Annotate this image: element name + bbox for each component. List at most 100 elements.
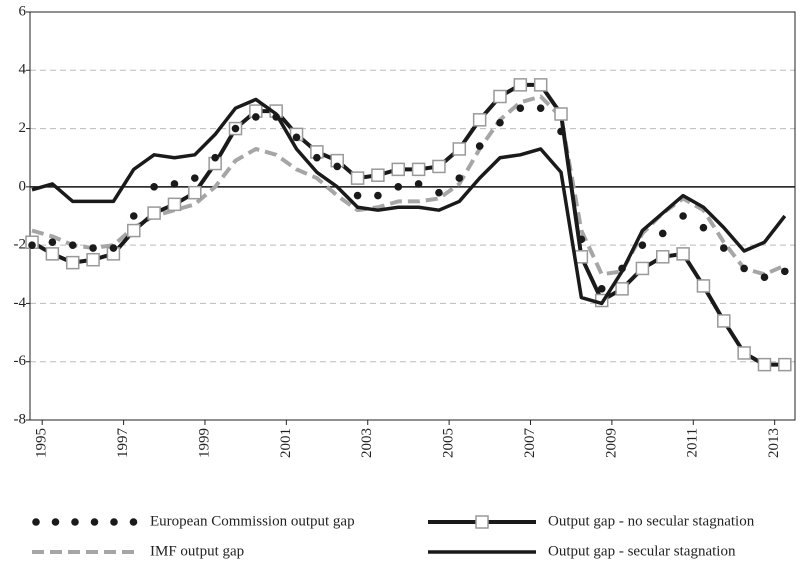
legend-item: Output gap - no secular stagnation xyxy=(428,513,755,529)
point xyxy=(391,162,406,177)
point xyxy=(696,279,711,293)
point xyxy=(350,171,365,185)
x-tick-label: 1997 xyxy=(115,428,131,459)
point xyxy=(45,247,60,261)
point xyxy=(676,247,690,261)
point xyxy=(455,174,464,182)
point xyxy=(719,244,728,252)
point xyxy=(167,197,182,212)
point xyxy=(68,241,77,249)
legend-label: IMF output gap xyxy=(150,543,244,559)
legend-item: Output gap - secular stagnation xyxy=(428,543,736,559)
point xyxy=(147,206,161,220)
point xyxy=(493,89,507,104)
y-tick-label: 0 xyxy=(19,178,27,194)
y-tick-label: -2 xyxy=(14,237,27,253)
point xyxy=(737,346,751,360)
y-tick-label: 4 xyxy=(19,62,27,78)
point xyxy=(86,252,100,267)
point xyxy=(188,185,202,200)
point xyxy=(635,261,650,276)
legend-swatch xyxy=(32,518,40,526)
x-tick-label: 2001 xyxy=(278,428,294,458)
y-tick-label: -4 xyxy=(14,295,27,311)
point xyxy=(740,264,748,273)
x-tick-label: 2003 xyxy=(359,428,375,458)
point xyxy=(129,212,138,220)
legend-swatch xyxy=(90,518,99,526)
point xyxy=(656,250,670,264)
series-line xyxy=(31,82,785,367)
point xyxy=(615,282,629,296)
legend-label: Output gap - secular stagnation xyxy=(548,543,736,559)
point xyxy=(452,142,467,156)
point xyxy=(28,241,36,249)
x-tick-label: 2005 xyxy=(441,428,457,458)
y-tick-label: 6 xyxy=(19,3,27,19)
point xyxy=(679,212,687,220)
x-tick-label: 2013 xyxy=(766,428,782,458)
point xyxy=(191,174,199,182)
point xyxy=(757,357,772,372)
point xyxy=(109,244,118,252)
point xyxy=(353,191,362,200)
x-tick-label: 1999 xyxy=(196,428,212,458)
x-tick-label: 2011 xyxy=(685,428,701,457)
legend-label: Output gap - no secular stagnation xyxy=(548,513,755,529)
point xyxy=(211,153,219,162)
point xyxy=(513,78,528,92)
point xyxy=(313,153,321,162)
legend-swatch xyxy=(51,518,60,526)
legend-item: IMF output gap xyxy=(32,543,244,559)
legend-label: European Commission output gap xyxy=(150,513,355,529)
legend-item: European Commission output gap xyxy=(32,513,355,529)
point xyxy=(658,229,667,238)
point xyxy=(435,188,443,197)
point xyxy=(778,357,792,372)
point xyxy=(374,191,382,200)
point xyxy=(516,104,525,112)
point xyxy=(292,133,301,142)
point xyxy=(432,159,446,174)
plot-frame xyxy=(29,11,796,421)
point xyxy=(496,118,504,127)
point xyxy=(618,264,626,273)
point xyxy=(638,241,647,249)
series-line xyxy=(31,97,787,306)
point xyxy=(577,235,586,244)
point xyxy=(371,168,385,182)
point xyxy=(597,285,606,293)
point xyxy=(717,314,731,328)
point xyxy=(536,104,545,112)
point xyxy=(472,113,487,127)
series-line xyxy=(31,94,786,277)
point xyxy=(533,78,548,92)
point xyxy=(554,107,568,121)
point xyxy=(272,113,280,121)
point xyxy=(48,238,57,247)
legend-swatch xyxy=(71,518,79,526)
point xyxy=(89,244,97,252)
x-tick-label: 2007 xyxy=(522,428,538,459)
x-tick-label: 1995 xyxy=(34,428,50,458)
x-tick-label: 2009 xyxy=(603,428,619,458)
point xyxy=(150,183,158,191)
legend-swatch xyxy=(475,515,489,529)
point xyxy=(781,267,789,276)
point xyxy=(760,273,769,282)
point xyxy=(333,162,342,171)
point xyxy=(231,124,240,133)
legend-swatch xyxy=(129,518,138,526)
legend-swatch xyxy=(110,518,118,526)
point xyxy=(252,113,260,121)
point xyxy=(475,142,484,150)
point xyxy=(394,183,403,191)
point xyxy=(557,127,565,136)
point xyxy=(411,162,426,177)
y-tick-label: -6 xyxy=(14,353,27,369)
y-tick-label: 2 xyxy=(19,120,27,136)
point xyxy=(127,223,141,238)
point xyxy=(170,180,179,188)
y-tick-label: -8 xyxy=(14,411,27,427)
